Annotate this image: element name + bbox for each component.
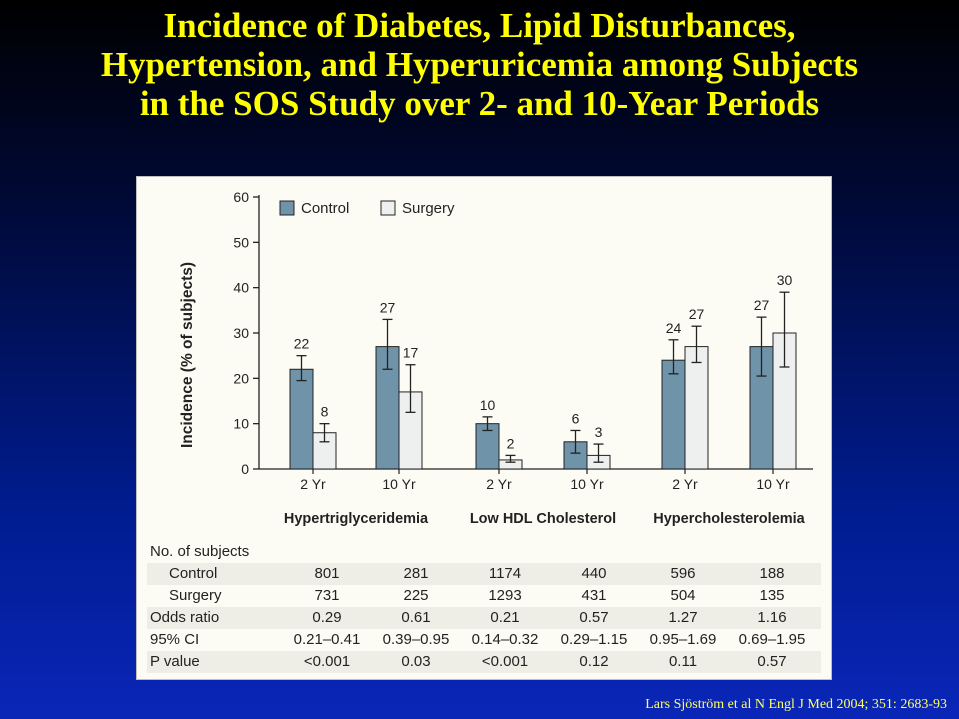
stats-cell: 0.12 bbox=[579, 653, 609, 670]
title-line-1: Incidence of Diabetes, Lipid Disturbance… bbox=[163, 6, 796, 45]
stats-cell: <0.001 bbox=[481, 653, 529, 670]
group-label: Low HDL Cholesterol bbox=[470, 511, 616, 527]
bar-control bbox=[661, 359, 686, 470]
stats-row: Odds ratio 0.29 0.61 0.21 0.57 1.27 1.16 bbox=[147, 607, 821, 629]
stats-row-label: Odds ratio bbox=[150, 609, 220, 626]
stats-cell: 0.29 bbox=[312, 609, 342, 626]
stats-cell: 281 bbox=[403, 565, 429, 582]
stats-cell: 504 bbox=[670, 587, 696, 604]
x-tick-label: 10 Yr bbox=[756, 476, 790, 492]
y-tick-label: 0 bbox=[241, 461, 249, 477]
stats-cell: 596 bbox=[670, 565, 696, 582]
stats-cell: 0.69–1.95 bbox=[738, 631, 806, 648]
legend-label-control: Control bbox=[301, 200, 349, 217]
title-line-3: in the SOS Study over 2- and 10-Year Per… bbox=[139, 84, 820, 123]
stats-cell: <0.001 bbox=[303, 653, 351, 670]
x-tick-label: 10 Yr bbox=[570, 476, 604, 492]
data-label-control: 22 bbox=[294, 336, 310, 352]
y-tick-label: 50 bbox=[233, 234, 249, 250]
y-tick-label: 40 bbox=[233, 280, 249, 296]
data-label-control: 24 bbox=[666, 320, 682, 336]
stats-cell: 0.61 bbox=[401, 609, 431, 626]
group-label: Hypercholesterolemia bbox=[653, 511, 805, 527]
stats-row: 95% CI 0.21–0.41 0.39–0.95 0.14–0.32 0.29–1.… bbox=[147, 629, 821, 651]
x-tick-label: 2 Yr bbox=[300, 476, 326, 492]
data-label-control: 27 bbox=[754, 297, 770, 313]
stats-cell: 188 bbox=[759, 565, 785, 582]
legend: Control Surgery bbox=[279, 200, 455, 217]
data-label-control: 27 bbox=[380, 299, 396, 315]
data-label-surgery: 2 bbox=[507, 435, 515, 451]
legend-swatch-control bbox=[279, 200, 295, 216]
data-label-control: 10 bbox=[480, 397, 496, 413]
stats-row-label: Surgery bbox=[169, 587, 222, 604]
stats-cell: 801 bbox=[314, 565, 340, 582]
stats-cell: 0.21–0.41 bbox=[293, 631, 361, 648]
stats-cell: 0.11 bbox=[668, 653, 698, 670]
stats-cell: 1.27 bbox=[668, 609, 698, 626]
data-label-surgery: 3 bbox=[595, 424, 603, 440]
y-tick-label: 60 bbox=[233, 189, 249, 205]
stats-cell: 0.95–1.69 bbox=[649, 631, 717, 648]
stats-cell: 1.16 bbox=[757, 609, 787, 626]
legend-swatch-surgery bbox=[380, 200, 396, 216]
y-tick-label: 10 bbox=[233, 416, 249, 432]
x-tick-label: 2 Yr bbox=[486, 476, 512, 492]
x-tick-label: 10 Yr bbox=[382, 476, 416, 492]
bar-chart: Control Surgery Incidence (% of subjects… bbox=[179, 189, 813, 527]
slide-title: Incidence of Diabetes, Lipid Disturbance… bbox=[0, 6, 959, 123]
title-line-2: Hypertension, and Hyperuricemia among Su… bbox=[100, 45, 859, 84]
stats-row: Control 801 281 1174 440 596 188 bbox=[147, 563, 821, 585]
data-label-surgery: 27 bbox=[689, 306, 705, 322]
group-label: Hypertriglyceridemia bbox=[284, 511, 429, 527]
data-label-surgery: 17 bbox=[403, 345, 419, 361]
citation: Lars Sjöström et al N Engl J Med 2004; 3… bbox=[645, 697, 947, 712]
data-label-surgery: 30 bbox=[777, 272, 793, 288]
stats-cell: 0.03 bbox=[401, 653, 431, 670]
stats-row-label: P value bbox=[150, 653, 200, 670]
stats-cell: 0.29–1.15 bbox=[560, 631, 628, 648]
data-label-surgery: 8 bbox=[321, 404, 329, 420]
stats-cell: 0.57 bbox=[757, 653, 787, 670]
y-tick-label: 20 bbox=[233, 370, 249, 386]
data-label-control: 6 bbox=[572, 410, 580, 426]
y-tick-label: 30 bbox=[233, 325, 249, 341]
stats-cell: 0.57 bbox=[579, 609, 609, 626]
stats-table: No. of subjects Control 801 281 1174 440 596 1… bbox=[147, 541, 821, 673]
stats-cell: 135 bbox=[759, 587, 785, 604]
bar-control bbox=[289, 368, 314, 470]
stats-cell: 731 bbox=[314, 587, 340, 604]
stats-row: P value <0.001 0.03 <0.001 0.12 0.11 0.57 bbox=[147, 651, 821, 673]
legend-label-surgery: Surgery bbox=[402, 200, 455, 217]
stats-cell: 431 bbox=[581, 587, 607, 604]
stats-cell: 0.39–0.95 bbox=[382, 631, 450, 648]
bar-surgery bbox=[684, 346, 709, 470]
stats-row-label: Control bbox=[169, 565, 218, 582]
stats-cell: 0.14–0.32 bbox=[471, 631, 539, 648]
y-axis-label: Incidence (% of subjects) bbox=[179, 262, 196, 448]
stats-header: No. of subjects bbox=[150, 543, 250, 560]
stats-cell: 225 bbox=[403, 587, 429, 604]
stats-row-label: 95% CI bbox=[150, 631, 200, 648]
figure-panel: Control Surgery Incidence (% of subjects… bbox=[136, 176, 832, 680]
x-tick-label: 2 Yr bbox=[672, 476, 698, 492]
stats-row: Surgery 731 225 1293 431 504 135 bbox=[147, 585, 821, 607]
stats-cell: 1293 bbox=[488, 587, 522, 604]
stats-cell: 0.21 bbox=[490, 609, 520, 626]
stats-cell: 440 bbox=[581, 565, 607, 582]
stats-cell: 1174 bbox=[488, 565, 522, 582]
